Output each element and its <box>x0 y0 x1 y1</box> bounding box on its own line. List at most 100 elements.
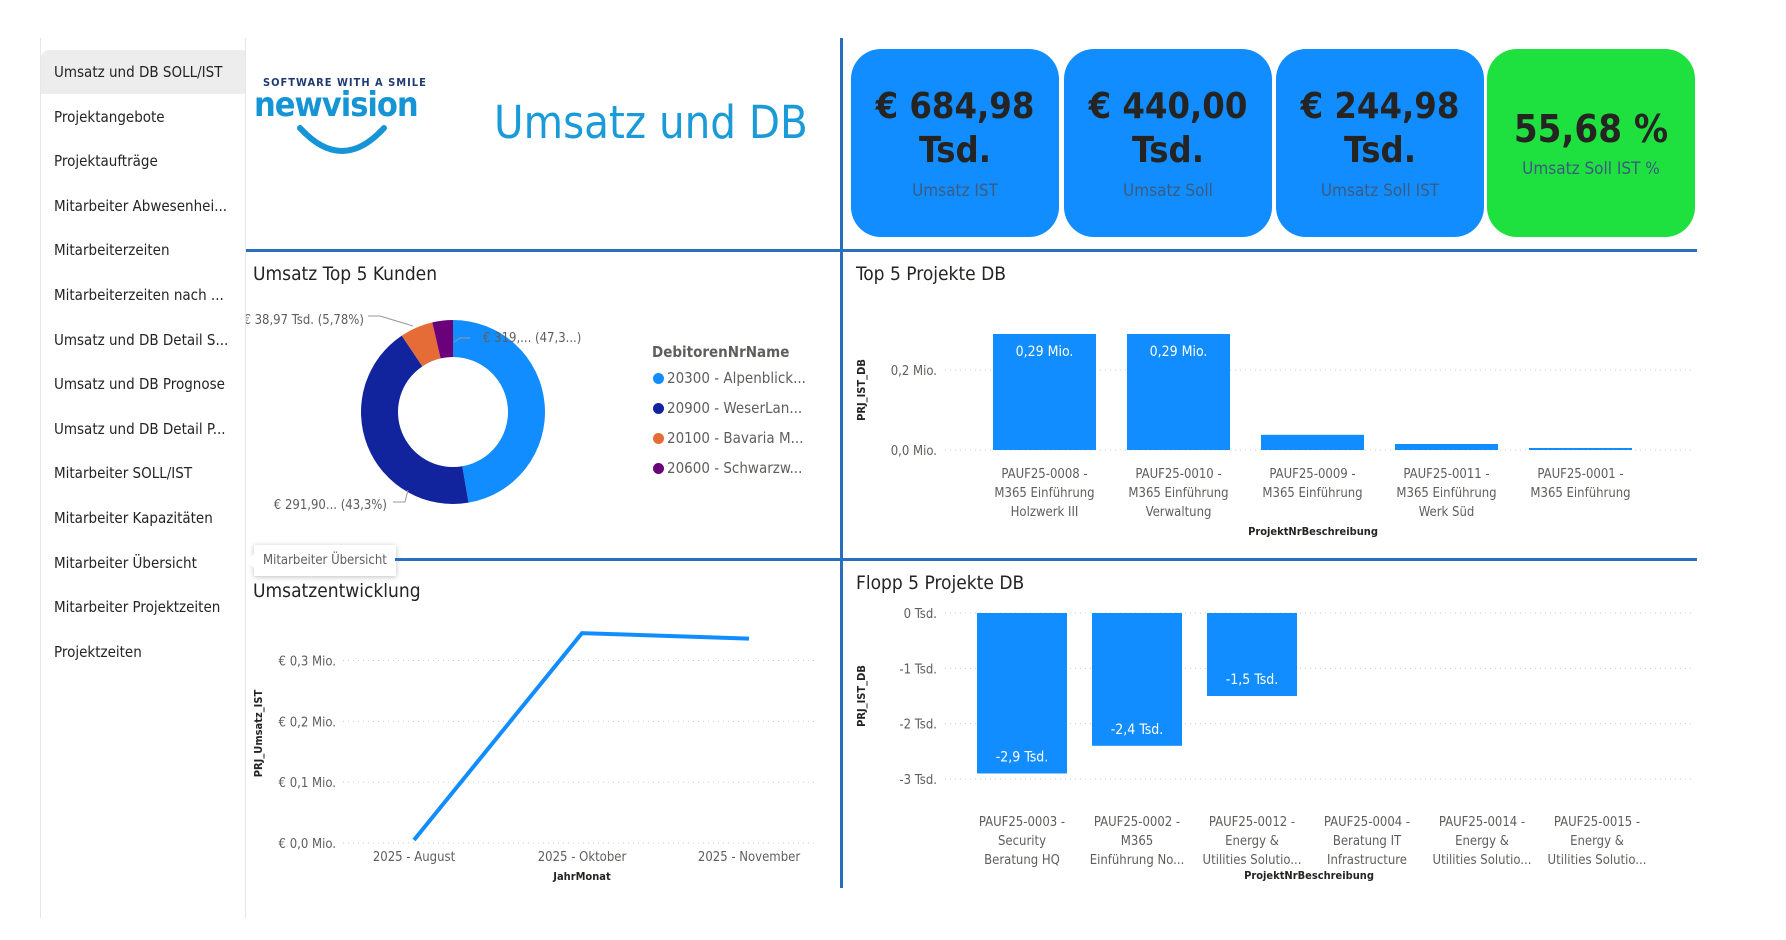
legend-dot-icon <box>653 433 664 444</box>
donut-slice <box>361 335 469 504</box>
kpi-label: Umsatz IST <box>912 181 998 201</box>
x-axis-title: ProjektNrBeschreibung <box>1248 525 1378 538</box>
kpi-value: 55,68 % <box>1513 107 1669 151</box>
bar-data-label: 0,29 Mio. <box>1150 344 1208 360</box>
x-tick-label: PAUF25-0002 - <box>1094 815 1180 830</box>
x-tick-label: Security <box>998 834 1046 849</box>
x-tick-label: M365 Einführung <box>994 486 1094 501</box>
legend-item[interactable]: 20600 - Schwarzw... <box>653 459 802 477</box>
kpi-card: € 440,00 Tsd. Umsatz Soll <box>1064 49 1272 237</box>
smile-icon <box>297 125 387 154</box>
x-tick-label: M365 Einführung <box>1530 486 1630 501</box>
x-tick-label: PAUF25-0011 - <box>1403 467 1489 482</box>
top5-title: Top 5 Projekte DB <box>856 263 1006 285</box>
bar-data-label: -2,4 Tsd. <box>1111 722 1164 738</box>
x-tick-label: Utilities Solutio... <box>1548 853 1647 868</box>
kpi-value: € 244,98 Tsd. <box>1300 86 1460 171</box>
bar <box>1092 613 1182 746</box>
sidebar-item-5[interactable]: Mitarbeiterzeiten nach ... <box>54 286 224 304</box>
x-tick-label: PAUF25-0015 - <box>1554 815 1640 830</box>
sidebar-item-6[interactable]: Umsatz und DB Detail S... <box>54 330 229 349</box>
legend-item[interactable]: 20100 - Bavaria M... <box>653 429 804 447</box>
sidebar-item-4[interactable]: Mitarbeiterzeiten <box>54 241 170 260</box>
x-tick-label: Energy & <box>1570 834 1624 849</box>
legend-dot-icon <box>653 403 664 414</box>
x-tick-label: Verwaltung <box>1146 505 1212 520</box>
kpi-value: € 684,98 Tsd. <box>875 86 1035 171</box>
x-tick-label: Utilities Solutio... <box>1203 853 1302 868</box>
bar <box>1261 434 1364 450</box>
legend-dot-icon <box>653 463 664 474</box>
logo-tagline: SOFTWARE WITH A SMILE <box>263 76 427 89</box>
sidebar-item-1[interactable]: Projektangebote <box>54 107 165 126</box>
y-tick-label: -1 Tsd. <box>899 662 937 677</box>
sidebar-nav: Umsatz und DB SOLL/IST Projektangebote Pro… <box>40 38 246 918</box>
x-tick-label: 2025 - November <box>698 850 800 865</box>
x-tick-label: Werk Süd <box>1419 505 1475 520</box>
flop5-title: Flopp 5 Projekte DB <box>856 572 1025 594</box>
x-tick-label: M365 Einführung <box>1128 486 1228 501</box>
page-title: Umsatz und DB <box>494 96 808 149</box>
nav-tooltip: Mitarbeiter Übersicht <box>247 545 396 576</box>
y-axis-title: PRJ_IST_DB <box>855 665 868 727</box>
y-tick-label: 0,2 Mio. <box>891 364 937 379</box>
bar <box>1395 444 1498 450</box>
y-tick-label: 0,0 Mio. <box>891 444 937 459</box>
donut-title: Umsatz Top 5 Kunden <box>253 263 438 285</box>
sidebar-item-9[interactable]: Mitarbeiter SOLL/IST <box>54 464 193 483</box>
legend-item[interactable]: 20900 - WeserLan... <box>653 399 802 417</box>
company-logo: SOFTWARE WITH A SMILE newvision <box>254 76 434 166</box>
kpi-card: € 244,98 Tsd. Umsatz Soll IST <box>1276 49 1484 237</box>
y-tick-label: -3 Tsd. <box>899 773 937 788</box>
kpi-label: Umsatz Soll IST <box>1320 181 1440 201</box>
x-tick-label: PAUF25-0001 - <box>1537 467 1623 482</box>
bar <box>993 334 1096 450</box>
donut-slice <box>401 322 441 367</box>
legend-label: 20300 - Alpenblick... <box>667 369 806 387</box>
leader-line <box>368 315 414 327</box>
bar <box>1207 613 1297 696</box>
x-tick-label: Energy & <box>1455 834 1509 849</box>
divider <box>395 558 1697 561</box>
legend-item[interactable]: 20300 - Alpenblick... <box>653 369 806 387</box>
kpi-card: € 684,98 Tsd. Umsatz IST <box>851 49 1059 237</box>
bar <box>977 613 1067 774</box>
bar-data-label: -2,9 Tsd. <box>996 749 1049 765</box>
sidebar-item-8[interactable]: Umsatz und DB Detail P... <box>54 419 226 438</box>
sidebar-item-11[interactable]: Mitarbeiter Übersicht <box>54 553 197 572</box>
y-tick-label: € 0,2 Mio. <box>279 715 336 730</box>
x-tick-label: Holzwerk III <box>1011 505 1079 520</box>
donut-slice <box>432 320 453 359</box>
sidebar-item-7[interactable]: Umsatz und DB Prognose <box>54 375 225 394</box>
x-tick-label: 2025 - Oktober <box>538 850 627 865</box>
sidebar-item-3[interactable]: Mitarbeiter Abwesenhei... <box>54 196 228 215</box>
kpi-label: Umsatz Soll <box>1123 181 1213 201</box>
series-line <box>412 631 750 842</box>
x-tick-label: 2025 - August <box>373 850 456 865</box>
flop5-bar-chart: 0 Tsd. -1 Tsd. -2 Tsd. -3 Tsd. -2,9 Tsd. PAUF… <box>855 607 1693 882</box>
y-axis-title: PRJ_IST_DB <box>855 359 868 421</box>
kpi-card: 55,68 % Umsatz Soll IST % <box>1487 49 1695 237</box>
x-tick-label: Infrastructure <box>1327 853 1407 868</box>
sidebar-item-12[interactable]: Mitarbeiter Projektzeiten <box>54 598 221 617</box>
data-label: € 291,90... (43,3%) <box>274 498 387 513</box>
sidebar-item-13[interactable]: Projektzeiten <box>54 642 142 661</box>
x-tick-label: Beratung IT <box>1333 834 1402 849</box>
y-tick-label: € 0,3 Mio. <box>279 655 336 670</box>
x-tick-label: PAUF25-0014 - <box>1439 815 1525 830</box>
data-label: € 38,97 Tsd. (5,78%) <box>246 313 364 328</box>
x-tick-label: PAUF25-0004 - <box>1324 815 1410 830</box>
bar <box>1529 448 1632 450</box>
kpi-label: Umsatz Soll IST % <box>1522 159 1660 179</box>
x-tick-label: M365 Einführung <box>1262 486 1362 501</box>
x-tick-label: Utilities Solutio... <box>1433 853 1532 868</box>
legend-label: 20600 - Schwarzw... <box>667 459 803 477</box>
divider <box>246 249 1697 252</box>
line-chart: € 0,0 Mio. € 0,1 Mio. € 0,2 Mio. € 0,3 Mio.… <box>252 631 814 883</box>
sidebar-item-2[interactable]: Projektaufträge <box>54 152 158 171</box>
sidebar-item-10[interactable]: Mitarbeiter Kapazitäten <box>54 509 213 527</box>
x-tick-label: M365 Einführung <box>1396 486 1496 501</box>
top5-bar-chart: 0,0 Mio. 0,2 Mio. 0,29 Mio. PAUF25-0008 - M3… <box>855 334 1693 538</box>
legend-label: 20100 - Bavaria M... <box>667 429 804 447</box>
sidebar-item-0[interactable]: Umsatz und DB SOLL/IST <box>41 50 245 94</box>
